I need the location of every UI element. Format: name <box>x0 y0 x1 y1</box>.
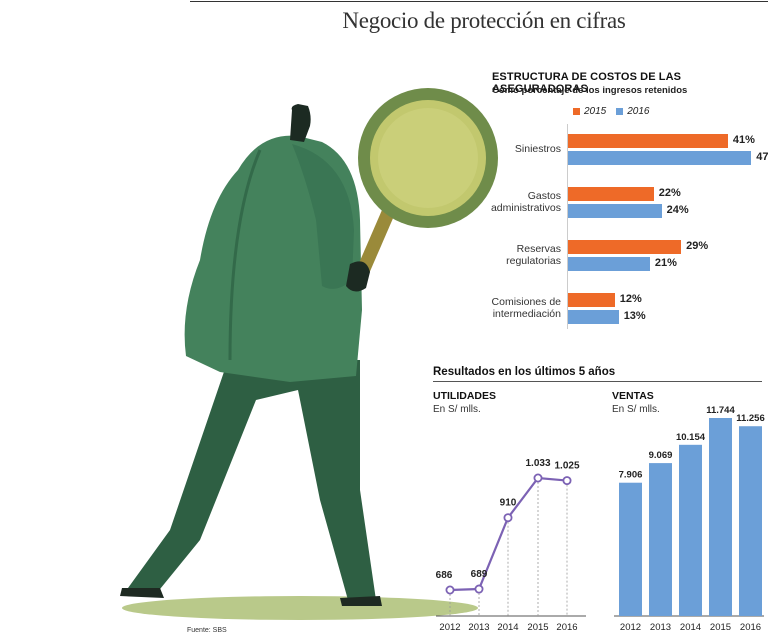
cost-chart-subtitle: Como porcentaje de los ingresos retenido… <box>492 85 688 96</box>
utilidades-chart: 686 2012 689 2013 910 2014 1.033 2015 1.025 2016 <box>436 458 586 633</box>
man-hand <box>346 261 370 292</box>
cost-bar-2015 <box>568 134 728 148</box>
cost-bar-2015 <box>568 240 682 254</box>
cost-bar-value-label: 12% <box>619 293 642 305</box>
ventas-x-tick-label: 2014 <box>680 622 701 633</box>
cost-bar-value-label: 47% <box>756 151 768 163</box>
ventas-bar <box>739 426 762 616</box>
ventas-x-tick-label: 2015 <box>710 622 731 633</box>
cost-bar-value-label: 24% <box>666 204 689 216</box>
ground-shadow <box>122 596 478 620</box>
legend-swatch-2015 <box>573 108 580 115</box>
utilidades-point <box>474 584 484 594</box>
cost-bar-2015 <box>568 293 615 307</box>
man-with-magnifier-illustration <box>120 88 498 620</box>
top-rule <box>190 1 768 2</box>
utilidades-x-tick-label: 2015 <box>527 622 548 633</box>
ventas-title: VENTAS <box>612 390 654 402</box>
legend-item-2016: 2016 <box>616 106 650 117</box>
ventas-x-tick-label: 2012 <box>620 622 641 633</box>
cost-bar-value-label: 13% <box>623 310 646 322</box>
cost-chart-axis <box>567 124 568 329</box>
cost-category-label: Gastos administrativos <box>490 190 561 214</box>
utilidades-x-tick-label: 2014 <box>497 622 518 633</box>
cost-bar-2015 <box>568 187 654 201</box>
ventas-x-tick-label: 2013 <box>650 622 671 633</box>
utilidades-title: UTILIDADES <box>433 390 496 402</box>
legend-label-2016: 2016 <box>627 106 650 117</box>
cost-category-label: Siniestros <box>514 143 561 155</box>
cost-bar-value-label: 41% <box>732 134 755 146</box>
ventas-value-label: 11.744 <box>706 405 735 416</box>
utilidades-value-label: 910 <box>500 498 517 509</box>
cost-bar-2016 <box>568 151 752 165</box>
utilidades-x-tick-label: 2012 <box>439 622 460 633</box>
page-title: Negocio de protección en cifras <box>342 8 626 33</box>
cost-category-label: Reservas regulatorias <box>506 243 561 267</box>
cost-bar-2016 <box>568 204 662 218</box>
utilidades-point <box>503 513 513 523</box>
utilidades-value-label: 1.033 <box>525 458 550 469</box>
utilidades-unit: En S/ mlls. <box>433 404 481 415</box>
cost-bar-value-label: 21% <box>654 257 677 269</box>
utilidades-point <box>562 476 572 486</box>
legend-item-2015: 2015 <box>573 106 606 117</box>
cost-category-label: Comisiones de intermediación <box>491 296 561 320</box>
cost-chart-title: ESTRUCTURA DE COSTOS DE LAS ASEGURADORAS <box>492 71 682 95</box>
utilidades-value-label: 689 <box>471 569 488 580</box>
legend-swatch-2016 <box>616 108 624 115</box>
cost-bar-2016 <box>568 310 619 324</box>
cost-bar-value-label: 29% <box>686 240 709 252</box>
man-legs <box>128 360 376 600</box>
source-note: Fuente: SBS <box>187 627 227 634</box>
ventas-bar <box>679 444 702 616</box>
ventas-bar <box>649 463 672 616</box>
utilidades-series-line <box>449 476 568 592</box>
ventas-unit: En S/ mlls. <box>612 404 660 415</box>
man-head <box>290 104 311 142</box>
ventas-value-label: 7.906 <box>619 470 643 481</box>
results-rule <box>433 381 762 382</box>
ventas-chart: 7.906 2012 9.069 2013 10.154 2014 11.744 2015 11… <box>614 405 765 633</box>
ventas-x-tick-label: 2016 <box>740 622 761 633</box>
cost-chart-legend: 2015 2016 <box>573 106 650 117</box>
cost-bar-value-label: 22% <box>658 187 681 199</box>
ventas-value-label: 11.256 <box>736 413 765 424</box>
ventas-bar <box>709 418 732 616</box>
utilidades-x-tick-label: 2016 <box>556 622 577 633</box>
utilidades-point <box>445 585 455 595</box>
utilidades-value-label: 686 <box>436 570 453 581</box>
utilidades-value-label: 1.025 <box>554 461 579 472</box>
magnifier-handle <box>356 210 394 276</box>
ventas-value-label: 10.154 <box>676 432 706 443</box>
utilidades-x-tick-label: 2013 <box>468 622 489 633</box>
results-title: Resultados en los últimos 5 años <box>433 366 616 378</box>
ventas-bar <box>619 482 642 616</box>
legend-label-2015: 2015 <box>584 106 607 117</box>
utilidades-point <box>533 473 543 483</box>
ventas-value-label: 9.069 <box>649 450 673 461</box>
cost-bar-2016 <box>568 257 650 271</box>
man-arm <box>292 144 354 289</box>
